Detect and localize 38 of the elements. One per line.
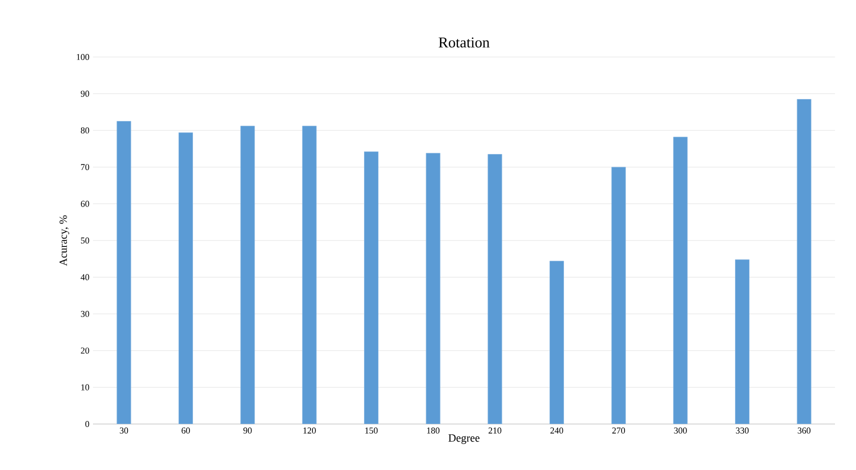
y-axis-title: Acuracy, %	[60, 215, 70, 266]
y-tick-label: 50	[81, 237, 90, 244]
y-tick-label: 100	[76, 54, 90, 60]
x-tick-label: 120	[303, 428, 316, 434]
x-tick-label: 300	[674, 428, 687, 434]
bar	[735, 259, 750, 424]
bar	[673, 136, 688, 424]
x-tick-label: 30	[120, 428, 128, 434]
y-tick-label: 70	[81, 164, 90, 170]
bar	[796, 99, 812, 424]
y-tick-label: 30	[80, 310, 90, 317]
x-tick-label: 330	[736, 428, 749, 434]
bar	[364, 151, 378, 424]
x-tick-label: 150	[365, 428, 378, 434]
y-tick-label: 40	[80, 274, 90, 280]
x-tick-label: 210	[488, 428, 502, 434]
bar	[178, 132, 193, 424]
y-tick-label: 90	[80, 90, 90, 97]
x-tick-label: 60	[182, 428, 190, 434]
bar	[488, 154, 502, 424]
bar	[240, 126, 255, 424]
x-tick-label: 180	[427, 428, 440, 434]
bar	[611, 166, 626, 424]
x-tick-label: 240	[550, 428, 564, 434]
x-axis-title: Degree	[448, 434, 480, 444]
y-tick-label: 60	[80, 200, 90, 207]
y-tick-label: 20	[80, 348, 90, 354]
x-tick-label: 90	[243, 428, 252, 434]
x-tick-label: 270	[612, 428, 625, 434]
chart-title: Rotation	[438, 37, 490, 48]
bar	[550, 260, 564, 424]
y-tick-label: 80	[80, 127, 90, 134]
bar	[426, 152, 440, 424]
y-tick-label: 10	[81, 384, 90, 390]
y-tick-label: 0	[85, 420, 90, 428]
bar	[116, 121, 132, 424]
x-tick-label: 360	[798, 428, 810, 434]
bar	[302, 126, 317, 424]
